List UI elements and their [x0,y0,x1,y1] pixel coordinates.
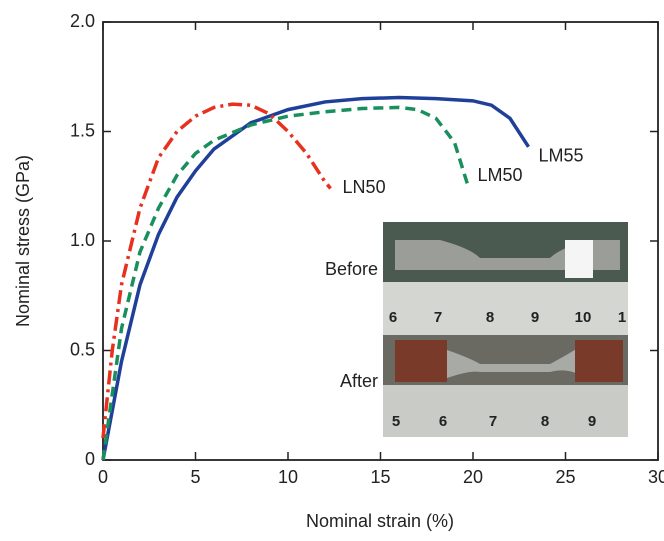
y-axis-label: Nominal stress (GPa) [13,155,33,327]
series-line [101,95,530,461]
inset-photo [383,222,628,437]
series-label: LN50 [343,177,386,197]
x-tick-label: 0 [98,467,108,487]
x-tick-label: 10 [278,467,298,487]
ruler-number: 8 [486,309,494,326]
inset-label: Before [325,259,378,279]
ruler-number: 5 [392,413,400,430]
ruler-number: 1 [618,309,626,326]
inset-label: After [340,371,378,391]
ruler-number: 6 [389,309,397,326]
series-label: LM50 [477,165,522,185]
ruler-number: 8 [541,413,549,430]
y-tick-label: 0 [85,449,95,469]
ruler-number: 9 [531,309,539,326]
x-tick-label: 5 [190,467,200,487]
x-tick-label: 30 [648,467,664,487]
ruler-number: 6 [439,413,447,430]
series-line [101,102,332,439]
x-tick-label: 25 [555,467,575,487]
x-axis-label: Nominal strain (%) [306,511,454,531]
ruler-number: 7 [489,413,497,430]
y-tick-label: 1.5 [70,120,95,140]
ruler-number: 7 [434,309,442,326]
ruler-number: 10 [575,309,592,326]
y-tick-label: 1.0 [70,230,95,250]
ruler-number: 9 [588,413,596,430]
series-label: LM55 [539,146,584,166]
y-tick-label: 0.5 [70,339,95,359]
y-tick-label: 2.0 [70,11,95,31]
x-tick-label: 20 [463,467,483,487]
series-line [101,105,470,461]
x-tick-label: 15 [370,467,390,487]
